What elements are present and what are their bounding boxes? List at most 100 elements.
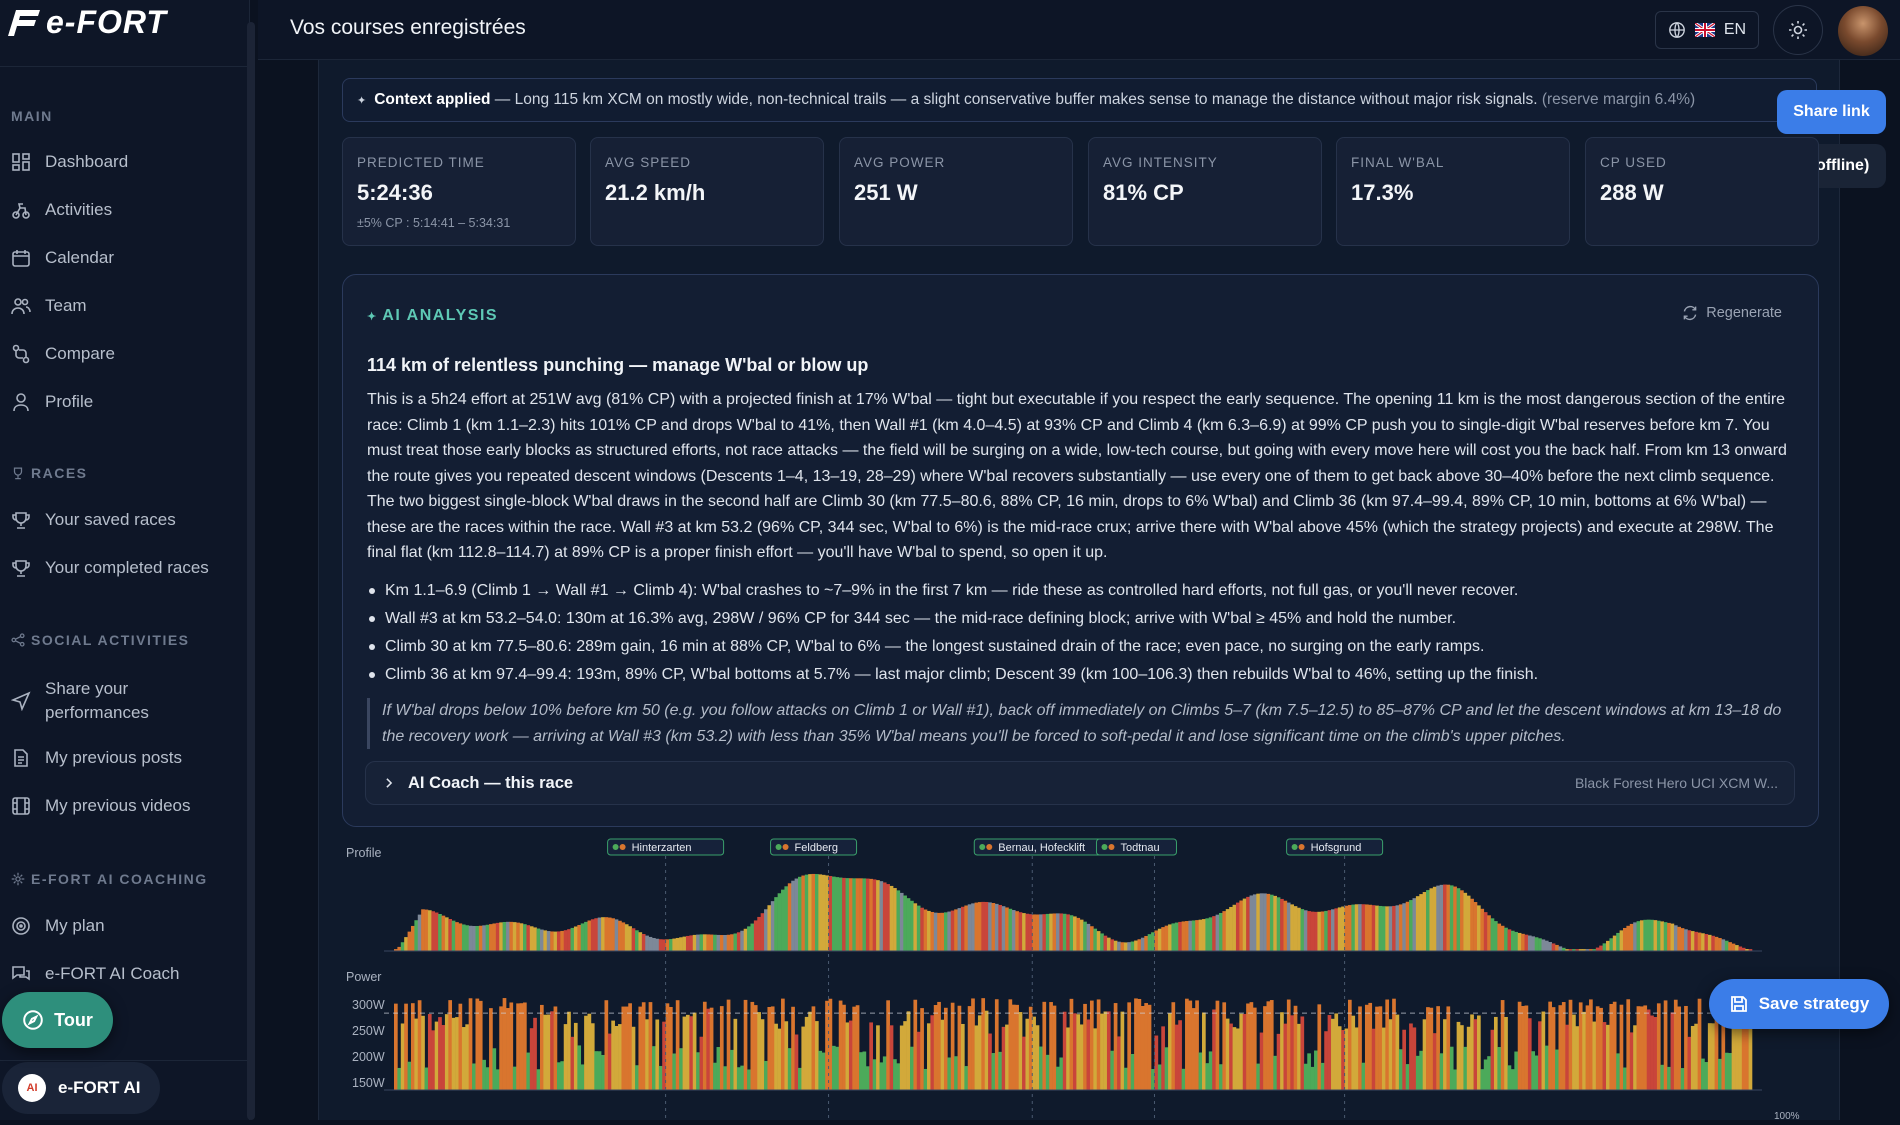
profile-bar [1042, 914, 1047, 951]
profile-bar [1388, 906, 1393, 951]
profile-bar [1052, 913, 1057, 951]
power-bar [1164, 1047, 1169, 1090]
profile-bar [957, 908, 962, 951]
user-avatar[interactable] [1838, 6, 1888, 56]
power-bar [1745, 1007, 1749, 1090]
tour-label: Tour [54, 1009, 93, 1030]
power-bar [808, 1011, 812, 1090]
profile-bar [611, 918, 615, 951]
profile-bar [838, 877, 843, 951]
race-profile-chart[interactable]: Hinterzarten Feldberg Bernau, Hofecklift To… [342, 836, 1819, 1122]
sidebar-item-label: Compare [45, 344, 115, 363]
power-bar [1548, 1001, 1552, 1090]
power-bar [441, 1025, 446, 1090]
power-bar [1378, 1006, 1383, 1090]
power-bar [1650, 1015, 1654, 1090]
tour-button[interactable]: Tour [2, 992, 113, 1048]
profile-bar [1320, 911, 1325, 951]
ai-coach-accordion[interactable]: AI Coach — this race Black Forest Hero U… [365, 761, 1795, 805]
profile-bar [1358, 904, 1362, 951]
power-bar [485, 1067, 490, 1090]
sidebar-item-compare[interactable]: Compare [11, 344, 115, 364]
power-bar [1100, 1013, 1104, 1090]
e-fort-ai-button[interactable]: AI e-FORT AI [2, 1062, 160, 1114]
power-bar [516, 1003, 520, 1090]
profile-bar [1273, 895, 1277, 951]
sidebar-item-calendar[interactable]: Calendar [11, 248, 114, 268]
profile-bar [1076, 917, 1081, 951]
profile-bar [723, 934, 728, 951]
sidebar-item-previous-videos[interactable]: My previous videos [11, 796, 191, 816]
save-strategy-button[interactable]: Save strategy [1709, 979, 1889, 1029]
share-link-button[interactable]: Share link [1777, 90, 1886, 134]
power-bar [1609, 1003, 1614, 1090]
profile-bar [1039, 914, 1043, 951]
stat-value: 17.3% [1351, 180, 1414, 205]
sidebar-item-profile[interactable]: Profile [11, 392, 93, 412]
power-bar [1212, 1009, 1216, 1090]
power-bar [1504, 1016, 1508, 1090]
profile-bar [1096, 931, 1101, 951]
profile-bar [1089, 926, 1094, 951]
profile-bar [394, 949, 398, 951]
power-bar [614, 1025, 619, 1090]
profile-bar [994, 903, 999, 951]
profile-bar [699, 934, 704, 951]
sidebar-item-dashboard[interactable]: Dashboard [11, 152, 128, 172]
power-bar [1320, 1062, 1325, 1090]
profile-bar [1079, 919, 1084, 951]
profile-bar [1500, 925, 1505, 951]
regenerate-button[interactable]: Regenerate [1682, 305, 1782, 321]
uk-flag-icon [1694, 23, 1715, 37]
power-bar [665, 1003, 670, 1090]
profile-bar [804, 874, 809, 951]
share-icon [11, 633, 25, 647]
power-bar [1066, 1027, 1070, 1090]
sidebar-item-my-plan[interactable]: My plan [11, 916, 105, 936]
profile-bar [798, 876, 802, 951]
profile-bar [668, 939, 673, 951]
ai-coach-label: AI Coach — this race [408, 773, 574, 792]
ai-analysis-header: ✦ AI ANALYSIS [367, 307, 498, 325]
sidebar-item-previous-posts[interactable]: My previous posts [11, 748, 182, 768]
power-tick-250: 250W [352, 1024, 385, 1038]
profile-bar [570, 927, 575, 951]
profile-bar [1117, 941, 1121, 951]
profile-bar [478, 925, 483, 951]
language-selector[interactable]: EN [1655, 11, 1759, 49]
profile-bar [1276, 897, 1281, 951]
profile-bar [1527, 935, 1532, 951]
profile-bar [1558, 946, 1563, 951]
app-logo[interactable]: e-FORT [6, 2, 167, 42]
sidebar-item-team[interactable]: Team [11, 296, 87, 316]
sidebar-scrollbar[interactable] [247, 22, 255, 1120]
profile-bar [404, 937, 408, 951]
power-bar [713, 1062, 717, 1090]
stat-value: 288 W [1600, 180, 1664, 205]
sidebar-item-activities[interactable]: Activities [11, 200, 112, 220]
power-bar [1368, 1002, 1373, 1090]
power-bar [886, 1000, 890, 1090]
profile-bar [594, 918, 598, 951]
profile-bar [977, 902, 982, 951]
power-bar [478, 1000, 483, 1090]
power-bar [1585, 1005, 1590, 1090]
profile-bar [1626, 925, 1631, 951]
film-icon [12, 797, 30, 815]
power-bar [1493, 1016, 1498, 1090]
profile-bar [607, 917, 612, 951]
profile-bar [1252, 894, 1257, 951]
sidebar-item-saved-races[interactable]: Your saved races [11, 510, 176, 530]
profile-bar [573, 926, 578, 951]
sidebar-item-completed-races[interactable]: Your completed races [11, 558, 209, 578]
profile-bar [468, 925, 473, 951]
profile-bar [1426, 890, 1430, 951]
power-bar [1018, 1012, 1023, 1090]
profile-bar [1385, 906, 1390, 951]
sidebar-item-ai-coach[interactable]: e-FORT AI Coach [11, 964, 179, 984]
sidebar-item-share-performances[interactable]: Share your performances [11, 677, 211, 725]
theme-toggle[interactable] [1773, 5, 1823, 55]
profile-bar [1283, 900, 1288, 951]
power-bar [577, 1045, 582, 1090]
power-bar [1039, 1046, 1043, 1090]
